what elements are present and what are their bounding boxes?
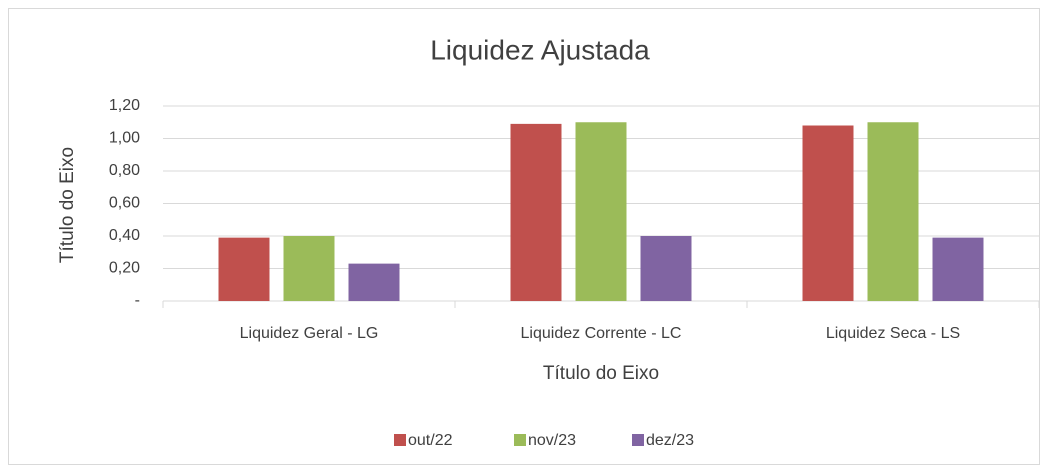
- y-tick-label: 1,20: [109, 97, 140, 114]
- bar: [283, 236, 335, 301]
- y-tick-label: 0,40: [109, 227, 140, 244]
- y-tick-label: 0,80: [109, 162, 140, 179]
- bar: [510, 123, 562, 301]
- legend-label: nov/23: [528, 432, 576, 449]
- bar: [867, 122, 919, 301]
- x-tick-label: Liquidez Geral - LG: [240, 325, 379, 342]
- x-axis-title: Título do Eixo: [543, 363, 659, 384]
- bar: [348, 263, 400, 301]
- bar: [802, 125, 854, 301]
- bar: [640, 236, 692, 301]
- x-tick-label: Liquidez Seca - LS: [826, 325, 960, 342]
- bar: [932, 237, 984, 301]
- legend-label: out/22: [408, 432, 453, 449]
- chart-title: Liquidez Ajustada: [430, 34, 650, 65]
- legend-label: dez/23: [646, 432, 694, 449]
- legend-swatch: [632, 434, 644, 446]
- bar: [575, 122, 627, 301]
- y-tick-label: 0,20: [109, 260, 140, 277]
- y-tick-label: -: [135, 292, 140, 309]
- legend-swatch: [514, 434, 526, 446]
- y-tick-label: 0,60: [109, 195, 140, 212]
- y-tick-label: 1,00: [109, 130, 140, 147]
- x-tick-label: Liquidez Corrente - LC: [521, 325, 682, 342]
- bar: [218, 237, 270, 301]
- y-axis-title: Título do Eixo: [57, 147, 78, 263]
- legend-swatch: [394, 434, 406, 446]
